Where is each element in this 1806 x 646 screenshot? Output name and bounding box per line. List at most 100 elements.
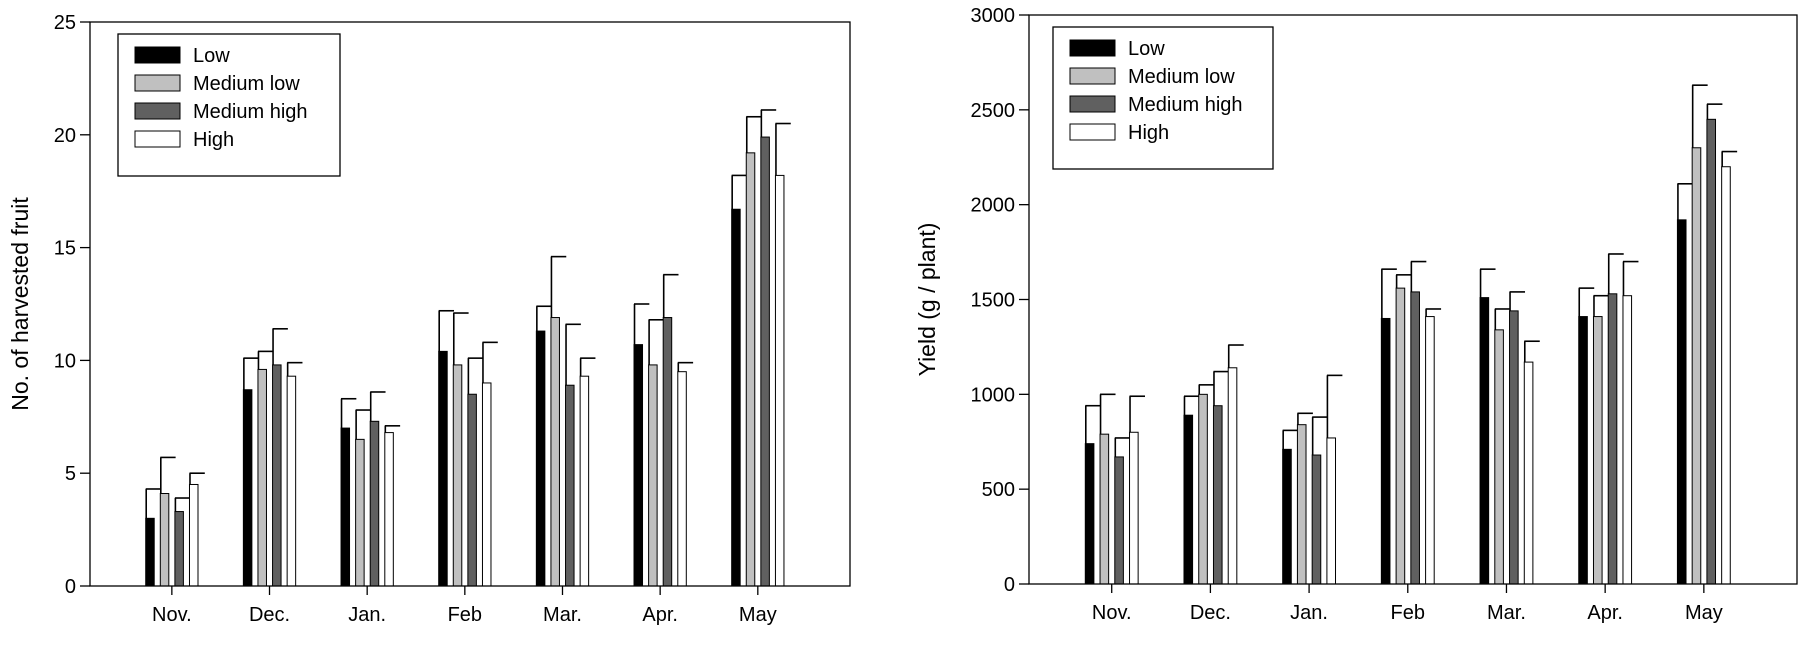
bar — [1706, 118, 1717, 585]
bar — [731, 208, 741, 587]
legend-label: Medium high — [193, 101, 308, 123]
chart-1: 0 5 10 15 20 25 Nov. Dec. Jan. Feb Mar. Apr. May No. … — [7, 12, 851, 626]
y-tick-label: 25 — [54, 12, 76, 34]
bar — [745, 152, 756, 587]
legend: Low Medium low Medium high High — [1052, 26, 1274, 170]
bar — [1183, 414, 1194, 585]
bar — [1509, 310, 1519, 585]
bar — [272, 364, 282, 587]
x-tick-label: Jan. — [348, 604, 386, 626]
bar — [257, 368, 267, 587]
x-tick-label: Jan. — [1290, 602, 1328, 624]
bar — [159, 493, 170, 587]
bar — [677, 371, 687, 587]
bar — [565, 384, 575, 587]
chart-2: 0 500 1000 1500 2000 2500 3000 Nov. Dec. Jan. Feb M… — [914, 5, 1798, 624]
bar — [579, 375, 590, 587]
bar — [145, 517, 155, 587]
bar — [1578, 316, 1588, 585]
series-high — [1129, 150, 1738, 585]
legend-label: Low — [193, 45, 230, 67]
bar — [384, 432, 394, 587]
bar — [1084, 443, 1095, 585]
y-tick-label: 0 — [65, 576, 76, 598]
bar — [760, 136, 770, 587]
x-tick-label: Mar. — [1487, 602, 1526, 624]
legend-swatch — [1069, 95, 1116, 113]
x-tick-label: Apr. — [642, 604, 678, 626]
x-tick-label: Feb — [448, 604, 482, 626]
bar — [550, 317, 560, 587]
legend-swatch — [1069, 39, 1116, 57]
bar — [1494, 329, 1504, 585]
bar — [286, 375, 297, 587]
y-tick-label: 20 — [54, 125, 76, 147]
bar — [1227, 367, 1238, 585]
bar — [648, 364, 658, 587]
bar — [452, 364, 463, 587]
y-tick-label: 0 — [1004, 574, 1015, 596]
legend-swatch — [134, 74, 181, 92]
series-medium-low — [159, 115, 762, 587]
bar — [1114, 456, 1124, 585]
bar — [1395, 287, 1406, 585]
bar — [633, 344, 644, 587]
legend-swatch — [1069, 123, 1116, 141]
x-tick-label: May — [1685, 602, 1723, 624]
bar — [1622, 295, 1633, 585]
bar — [1296, 424, 1307, 585]
bar — [369, 420, 380, 587]
legend-swatch — [134, 102, 181, 120]
legend-label: Medium high — [1128, 94, 1243, 116]
legend: Low Medium low Medium high High — [117, 33, 341, 177]
bar — [1721, 166, 1731, 585]
bar — [1311, 454, 1322, 585]
bar — [242, 389, 253, 587]
bar — [355, 438, 365, 587]
y-tick-label: 15 — [54, 238, 76, 260]
bar — [481, 382, 492, 587]
y-tick-label: 2500 — [971, 100, 1016, 122]
y-tick-label: 5 — [65, 463, 76, 485]
plot-frame — [89, 21, 851, 587]
bar — [1198, 393, 1208, 585]
y-tick-label: 1500 — [971, 290, 1016, 312]
bar — [1380, 317, 1391, 585]
bar — [535, 330, 546, 587]
bar — [662, 317, 673, 587]
x-tick-label: Nov. — [152, 604, 192, 626]
legend-swatch — [134, 130, 181, 148]
legend-label: Low — [1128, 38, 1165, 60]
y-tick-label: 500 — [982, 479, 1015, 501]
x-tick-label: Nov. — [1092, 602, 1132, 624]
bar — [774, 174, 785, 587]
y-axis-title: No. of harvested fruit — [7, 197, 33, 411]
y-axis-title: Yield (g / plant) — [914, 223, 940, 377]
legend-swatch — [134, 46, 181, 64]
bar — [1129, 431, 1139, 585]
x-tick-label: Mar. — [543, 604, 582, 626]
bar — [1592, 316, 1603, 585]
bar — [1410, 291, 1420, 585]
bar — [1326, 437, 1337, 585]
bar — [1691, 147, 1702, 585]
x-tick-label: Feb — [1391, 602, 1425, 624]
bar — [1479, 297, 1490, 585]
bar — [1425, 316, 1435, 585]
bar — [438, 350, 448, 587]
y-tick-label: 10 — [54, 350, 76, 372]
bar — [1282, 448, 1292, 585]
legend-label: High — [1128, 122, 1169, 144]
legend-swatch — [1069, 67, 1116, 85]
legend-label: Medium low — [193, 73, 300, 95]
bar — [1523, 361, 1534, 585]
bar — [1676, 219, 1687, 585]
bar — [1212, 405, 1223, 585]
x-tick-label: Dec. — [249, 604, 290, 626]
x-tick-label: Dec. — [1190, 602, 1231, 624]
legend-label: Medium low — [1128, 66, 1235, 88]
bar — [340, 427, 351, 587]
y-tick-label: 3000 — [971, 5, 1016, 27]
